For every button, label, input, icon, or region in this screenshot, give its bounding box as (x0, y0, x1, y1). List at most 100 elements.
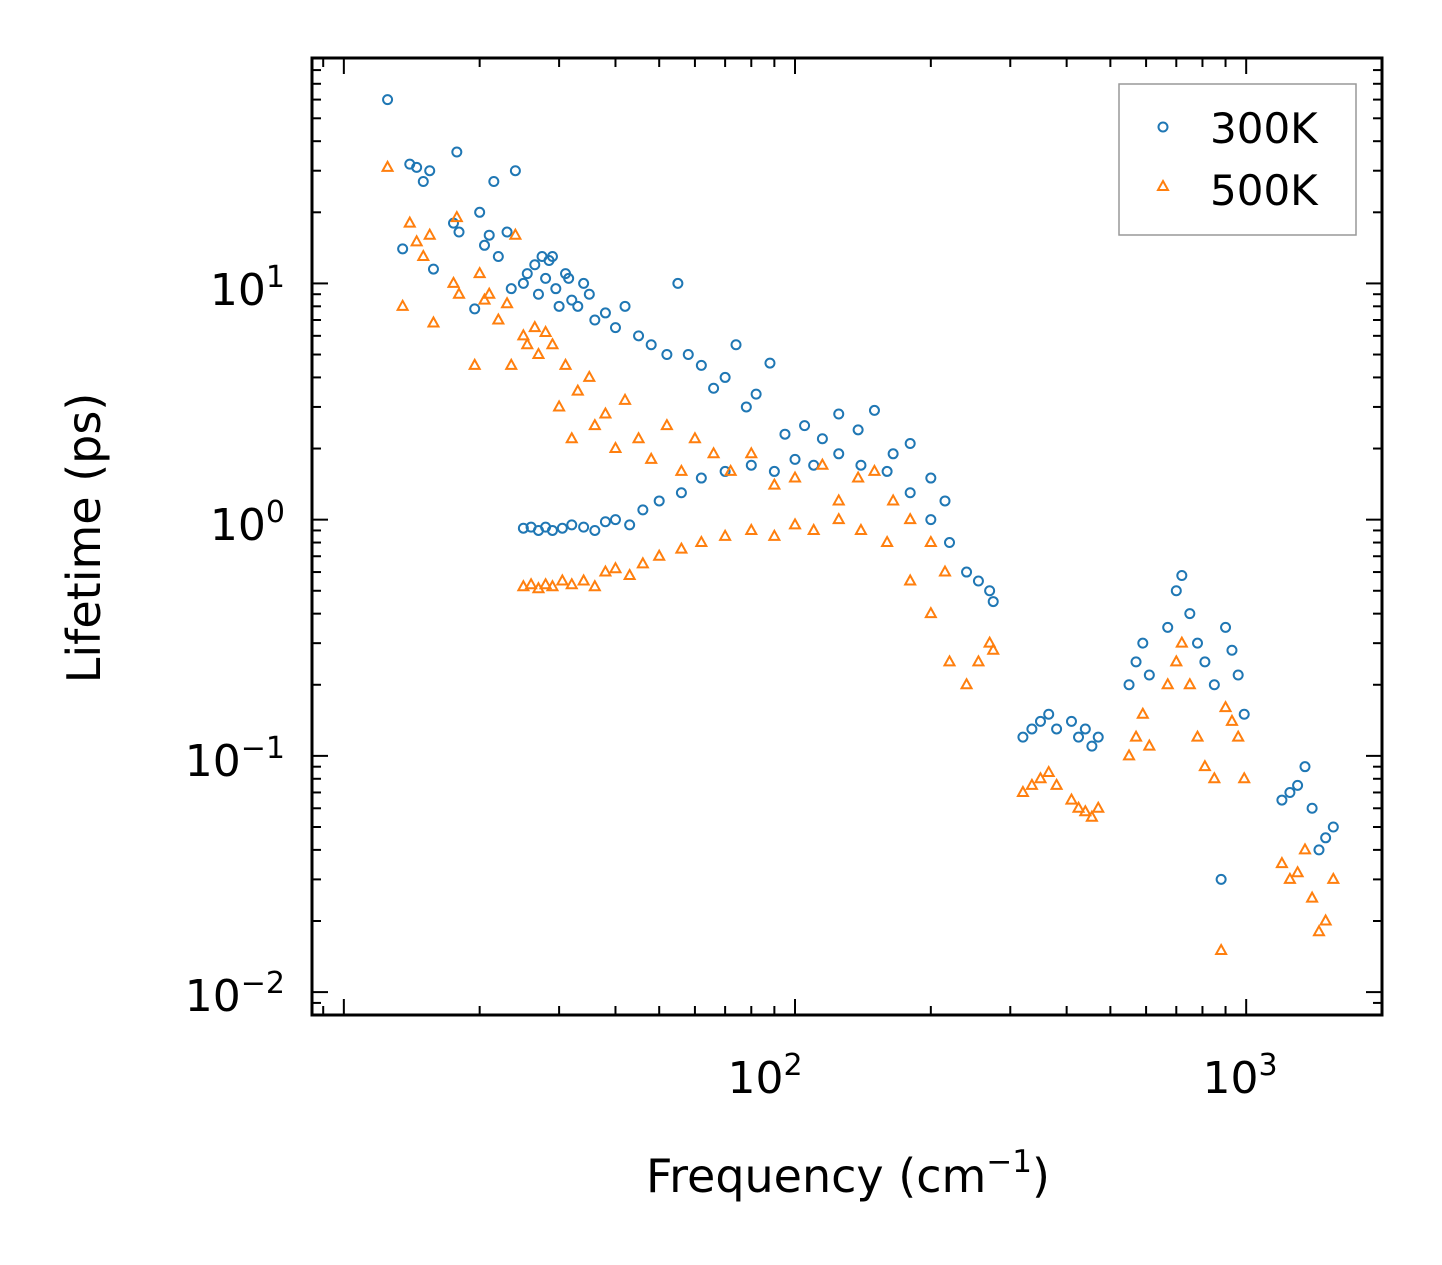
x-tick-label-100: 102 (727, 1048, 802, 1104)
point-300k (719, 371, 731, 383)
point-500k (903, 512, 917, 525)
data-points (380, 94, 1341, 956)
point-500k (598, 564, 613, 577)
point-500k (694, 534, 709, 548)
point-300k (740, 401, 752, 413)
plot-frame (310, 56, 1384, 1017)
point-300k (682, 349, 694, 361)
point-300k (417, 176, 429, 188)
point-300k (653, 495, 665, 507)
point-300k (925, 472, 937, 484)
point-300k (578, 521, 590, 533)
point-500k (482, 286, 496, 299)
point-300k (1306, 802, 1318, 814)
point-300k (1184, 608, 1196, 620)
point-300k (1073, 731, 1085, 743)
minor-ticks (312, 57, 1383, 1016)
point-300k (987, 596, 999, 608)
point-300k (397, 243, 409, 255)
point-300k (492, 251, 504, 263)
point-300k (556, 522, 568, 534)
point-300k (1143, 669, 1155, 681)
point-500k (644, 451, 658, 464)
point-500k (959, 677, 974, 690)
point-300k (583, 288, 595, 300)
point-500k (545, 337, 560, 350)
point-500k (788, 517, 802, 530)
point-300k (609, 322, 621, 334)
point-300k (1208, 679, 1220, 691)
point-500k (571, 383, 585, 396)
point-300k (1170, 585, 1182, 597)
point-500k (1183, 677, 1197, 690)
point-500k (688, 431, 702, 444)
point-500k (582, 369, 597, 382)
point-300k (1327, 821, 1339, 833)
point-500k (423, 227, 437, 240)
point-300k (553, 300, 565, 312)
point-300k (589, 314, 601, 326)
point-500k (608, 561, 623, 574)
point-300k (451, 146, 463, 158)
point-500k (880, 534, 894, 548)
point-300k (637, 504, 649, 516)
point-500k (409, 234, 424, 247)
point-300k (619, 300, 631, 312)
point-300k (1226, 644, 1238, 656)
point-300k (578, 277, 590, 289)
point-300k (609, 514, 621, 526)
point-500k (1091, 800, 1105, 813)
point-500k (528, 320, 542, 333)
point-300k (1065, 715, 1077, 727)
point-300k (881, 465, 893, 477)
point-500k (1142, 738, 1157, 751)
point-500k (924, 534, 938, 548)
point-300k (1137, 637, 1149, 649)
point-300k (925, 514, 937, 526)
point-300k (599, 307, 611, 319)
point-500k (832, 493, 846, 506)
point-500k (1214, 942, 1228, 956)
point-300k (808, 459, 820, 471)
point-300k (589, 524, 601, 536)
point-300k (855, 459, 867, 471)
point-300k (695, 359, 707, 371)
point-500k (982, 635, 997, 648)
point-500k (854, 522, 868, 535)
point-500k (608, 440, 623, 454)
point-300k (517, 522, 529, 534)
point-300k (1292, 779, 1304, 791)
point-300k (469, 303, 481, 315)
point-500k (652, 548, 666, 561)
point-500k (450, 210, 464, 223)
point-300k (1086, 740, 1098, 752)
point-500k (516, 328, 531, 341)
point-500k (767, 528, 782, 541)
point-500k (538, 577, 553, 590)
point-300k (382, 94, 394, 106)
point-500k (380, 159, 395, 172)
point-500k (520, 337, 534, 350)
point-300k (816, 433, 828, 445)
series-500k (380, 159, 1341, 956)
y-tick-label-0.01: 10−2 (185, 966, 285, 1022)
point-500k (886, 493, 900, 506)
point-500k (867, 463, 882, 476)
point-500k (395, 298, 410, 311)
point-500k (426, 315, 441, 328)
point-500k (1129, 729, 1143, 742)
point-500k (744, 446, 758, 459)
point-300k (961, 566, 973, 578)
point-300k (483, 229, 495, 241)
point-500k (942, 654, 957, 667)
point-500k (491, 312, 506, 325)
point-300k (1017, 731, 1029, 743)
point-500k (718, 528, 732, 541)
point-500k (1033, 771, 1048, 784)
point-500k (500, 296, 514, 309)
point-500k (477, 292, 492, 305)
point-500k (924, 606, 938, 619)
point-300k (1320, 832, 1332, 844)
point-500k (538, 324, 553, 337)
point-300k (546, 524, 558, 536)
